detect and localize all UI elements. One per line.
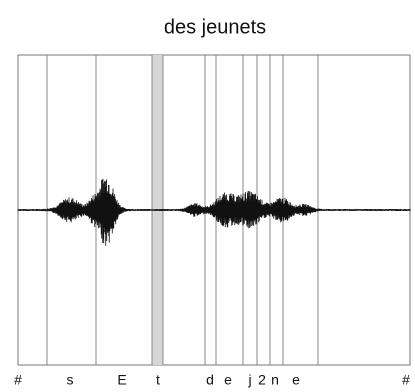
waveform [17, 178, 411, 246]
segment-label: t [156, 372, 160, 388]
title: des jeunets [164, 16, 266, 38]
segment-label: 2 [258, 372, 266, 388]
segment-label: s [67, 372, 74, 388]
segment-label: # [14, 372, 22, 388]
segment-label: e [224, 372, 232, 388]
segment-label: d [206, 372, 214, 388]
segment-label: E [117, 372, 126, 388]
segment-label: n [271, 372, 279, 388]
segment-label: e [292, 372, 300, 388]
segment-label: # [402, 372, 410, 388]
segment-label: j [247, 372, 251, 388]
waveform-trace [17, 178, 411, 246]
